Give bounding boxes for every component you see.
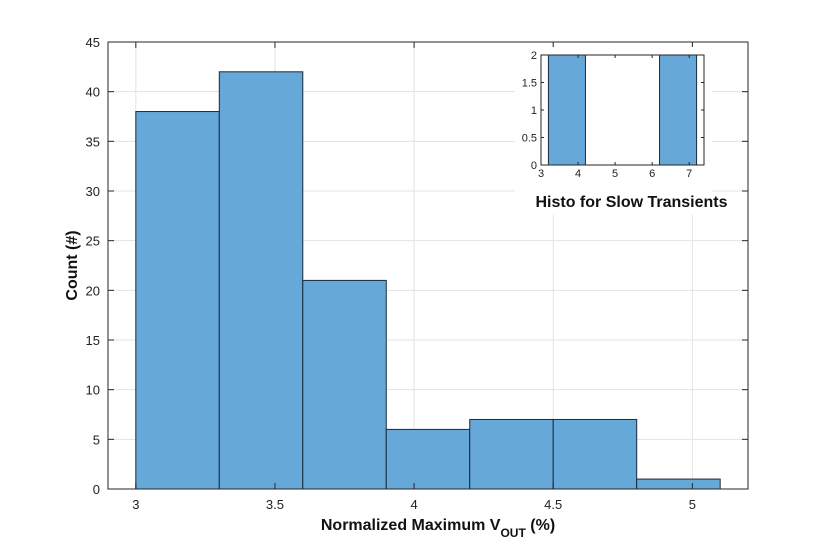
- main-x-tick-label: 5: [689, 497, 696, 512]
- inset-x-tick-label: 7: [686, 168, 692, 180]
- main-x-tick-label: 4: [410, 497, 417, 512]
- inset-bar-0: [547, 54, 586, 166]
- main-y-tick-label: 40: [86, 85, 100, 100]
- inset-bar-3: [659, 54, 698, 166]
- main-y-tick-label: 25: [86, 234, 100, 249]
- main-x-tick-label: 4.5: [544, 497, 562, 512]
- inset-x-tick-label: 5: [612, 168, 618, 180]
- main-y-tick-label: 10: [86, 383, 100, 398]
- main-bar-5: [552, 418, 638, 490]
- main-x-tick-label: 3.5: [266, 497, 284, 512]
- inset-y-tick-label: 1.5: [522, 78, 537, 90]
- inset-x-tick-label: 4: [575, 168, 581, 180]
- inset-title: Histo for Slow Transients: [535, 194, 727, 211]
- main-bar-6: [636, 478, 721, 490]
- inset-x-tick-label: 3: [538, 168, 544, 180]
- main-bar-4: [469, 418, 554, 490]
- main-y-tick-label: 35: [86, 134, 100, 149]
- inset-y-tick-label: 2: [531, 50, 537, 62]
- main-bar-1: [218, 71, 304, 490]
- inset-x-tick-label: 6: [649, 168, 655, 180]
- x-axis-label-subscript: OUT: [500, 526, 526, 540]
- main-axes-frame: [107, 41, 749, 490]
- inset-y-tick-label: 0: [531, 160, 537, 172]
- inset-y-tick-label: 1: [531, 105, 537, 117]
- x-axis-label: Normalized Maximum VOUT (%): [321, 517, 555, 540]
- inset-histogram: 3 4 5 6 7 0 0.5 1 1.5 2 Histo for Slow Transients: [515, 47, 728, 215]
- inset-y-tick-label: 0.5: [522, 133, 537, 145]
- main-y-tick-label: 0: [93, 482, 100, 497]
- main-bar-0: [135, 111, 220, 490]
- main-y-tick-label: 15: [86, 333, 100, 348]
- main-x-tick-label: 3: [132, 497, 139, 512]
- main-bar-3: [385, 428, 471, 490]
- main-y-tick-label: 5: [93, 432, 100, 447]
- x-axis-label-main: Normalized Maximum V: [321, 517, 501, 534]
- main-y-tick-label: 30: [86, 184, 100, 199]
- main-y-tick-label: 45: [86, 35, 100, 50]
- x-axis-label-suffix: (%): [526, 517, 555, 534]
- main-bar-2: [302, 279, 387, 490]
- y-axis-label: Count (#): [64, 230, 81, 300]
- main-y-tick-label: 20: [86, 283, 100, 298]
